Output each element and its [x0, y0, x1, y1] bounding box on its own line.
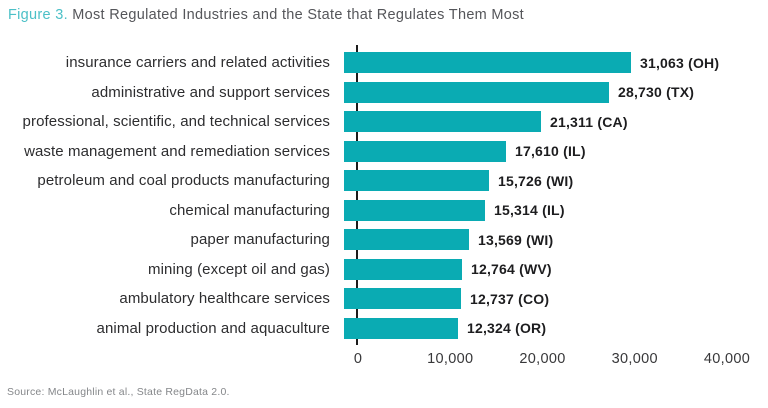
category-label: animal production and aquaculture — [96, 319, 330, 337]
value-label: 21,311 (CA) — [550, 113, 628, 130]
figure-number-label: Figure 3. — [8, 7, 68, 23]
category-label: ambulatory healthcare services — [119, 290, 330, 308]
plot-area: 17,610 (IL) — [344, 137, 768, 167]
chart-row: petroleum and coal products manufacturin… — [0, 166, 768, 196]
plot-area: 12,737 (CO) — [344, 284, 768, 314]
plot-area: 31,063 (OH) — [344, 48, 768, 78]
value-label: 31,063 (OH) — [640, 54, 720, 71]
x-axis-ticks: 0 10,000 20,000 30,000 40,000 — [0, 351, 768, 371]
chart-row: insurance carriers and related activitie… — [0, 48, 768, 78]
x-tick-label: 30,000 — [611, 351, 658, 367]
category-label: mining (except oil and gas) — [148, 260, 330, 278]
chart-row: administrative and support services 28,73… — [0, 78, 768, 108]
figure-title-text: Most Regulated Industries and the State … — [67, 7, 525, 23]
chart-row: paper manufacturing 13,569 (WI) — [0, 225, 768, 255]
chart-row: waste management and remediation service… — [0, 137, 768, 167]
chart-rows: insurance carriers and related activitie… — [0, 48, 768, 343]
bar — [344, 81, 609, 103]
bar — [344, 229, 469, 251]
bar — [344, 140, 506, 162]
category-label: administrative and support services — [91, 83, 330, 101]
plot-area: 28,730 (TX) — [344, 78, 768, 108]
category-label: professional, scientific, and technical … — [22, 113, 330, 131]
value-label: 15,314 (IL) — [494, 202, 565, 219]
bar — [344, 52, 631, 74]
category-label: petroleum and coal products manufacturin… — [37, 172, 330, 190]
x-tick-label: 0 — [353, 351, 363, 367]
value-label: 12,737 (CO) — [470, 290, 550, 307]
value-label: 15,726 (WI) — [498, 172, 574, 189]
source-note: Source: McLaughlin et al., State RegData… — [7, 386, 230, 398]
value-label: 12,764 (WV) — [471, 261, 552, 278]
category-label: waste management and remediation service… — [24, 142, 330, 160]
chart-row: professional, scientific, and technical … — [0, 107, 768, 137]
plot-area: 15,726 (WI) — [344, 166, 768, 196]
value-label: 12,324 (OR) — [467, 320, 547, 337]
bar — [344, 288, 461, 310]
category-label: chemical manufacturing — [169, 201, 330, 219]
chart-row: ambulatory healthcare services 12,737 (CO… — [0, 284, 768, 314]
y-axis-line — [356, 45, 358, 345]
figure-title: Figure 3. Most Regulated Industries and … — [8, 7, 524, 23]
value-label: 17,610 (IL) — [515, 143, 586, 160]
x-tick-label: 10,000 — [427, 351, 474, 367]
bar — [344, 111, 541, 133]
bar — [344, 317, 458, 339]
value-label: 28,730 (TX) — [618, 84, 695, 101]
category-label: insurance carriers and related activitie… — [65, 54, 330, 72]
x-tick-label: 20,000 — [519, 351, 566, 367]
value-label: 13,569 (WI) — [478, 231, 554, 248]
plot-area: 12,324 (OR) — [344, 314, 768, 344]
plot-area: 13,569 (WI) — [344, 225, 768, 255]
category-label: paper manufacturing — [190, 231, 330, 249]
bar — [344, 258, 462, 280]
chart-row: chemical manufacturing 15,314 (IL) — [0, 196, 768, 226]
chart-row: animal production and aquaculture 12,324 … — [0, 314, 768, 344]
chart-row: mining (except oil and gas) 12,764 (WV) — [0, 255, 768, 285]
plot-area: 15,314 (IL) — [344, 196, 768, 226]
bar — [344, 170, 489, 192]
plot-area: 21,311 (CA) — [344, 107, 768, 137]
bar — [344, 199, 485, 221]
plot-area: 12,764 (WV) — [344, 255, 768, 285]
x-tick-label: 40,000 — [703, 351, 751, 367]
